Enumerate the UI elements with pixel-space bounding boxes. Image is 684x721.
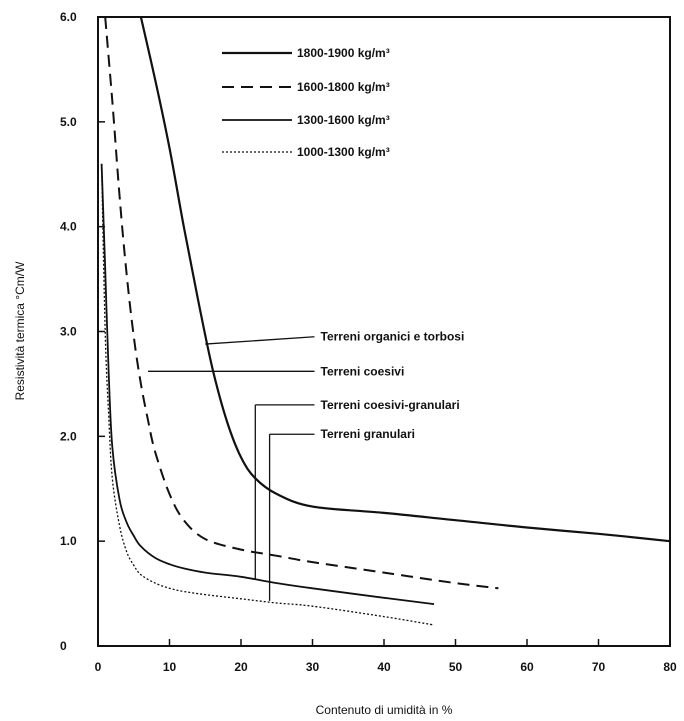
legend-label: 1300-1600 kg/m³ bbox=[297, 113, 390, 127]
legend-label: 1000-1300 kg/m³ bbox=[297, 145, 390, 159]
legend-label: 1800-1900 kg/m³ bbox=[297, 46, 390, 60]
x-tick-label: 80 bbox=[663, 660, 677, 674]
annotations: Terreni organici e torbosi Terreni coesiv… bbox=[148, 330, 464, 601]
x-axis-title: Contenuto di umidità in % bbox=[316, 703, 453, 717]
annotation-label: Terreni coesivi-granulari bbox=[321, 398, 460, 412]
y-tick-label: 6.0 bbox=[60, 10, 77, 24]
annotation-label: Terreni granulari bbox=[321, 427, 415, 441]
x-tick-label: 50 bbox=[449, 660, 463, 674]
y-axis-ticks: 0 1.0 2.0 3.0 4.0 5.0 6.0 bbox=[60, 10, 105, 653]
y-tick-label: 1.0 bbox=[60, 534, 77, 548]
series-line-1 bbox=[139, 16, 671, 543]
x-tick-label: 10 bbox=[163, 660, 177, 674]
y-axis-title: Resistività termica °Cm/W bbox=[13, 261, 27, 400]
annotation-label: Terreni coesivi bbox=[321, 364, 405, 378]
y-tick-label: 5.0 bbox=[60, 115, 77, 129]
series-line-2 bbox=[104, 16, 499, 590]
annotation-leader bbox=[205, 336, 315, 345]
x-tick-label: 0 bbox=[95, 660, 102, 674]
x-tick-label: 30 bbox=[306, 660, 320, 674]
legend: 1800-1900 kg/m³ 1600-1800 kg/m³ 1300-1600 … bbox=[222, 46, 390, 159]
y-tick-label: 0 bbox=[60, 639, 67, 653]
y-tick-label: 3.0 bbox=[60, 325, 77, 339]
y-tick-label: 2.0 bbox=[60, 429, 77, 443]
annotation-label: Terreni organici e torbosi bbox=[321, 330, 465, 344]
x-tick-label: 70 bbox=[592, 660, 606, 674]
series-line-3 bbox=[100, 163, 435, 605]
series-lines bbox=[100, 16, 671, 626]
x-tick-label: 40 bbox=[377, 660, 391, 674]
x-tick-label: 60 bbox=[520, 660, 534, 674]
y-tick-label: 4.0 bbox=[60, 220, 77, 234]
series-line-4 bbox=[100, 163, 435, 626]
x-tick-label: 20 bbox=[234, 660, 248, 674]
legend-label: 1600-1800 kg/m³ bbox=[297, 80, 390, 94]
x-axis-ticks: 0 10 20 30 40 50 60 70 80 bbox=[95, 639, 677, 674]
